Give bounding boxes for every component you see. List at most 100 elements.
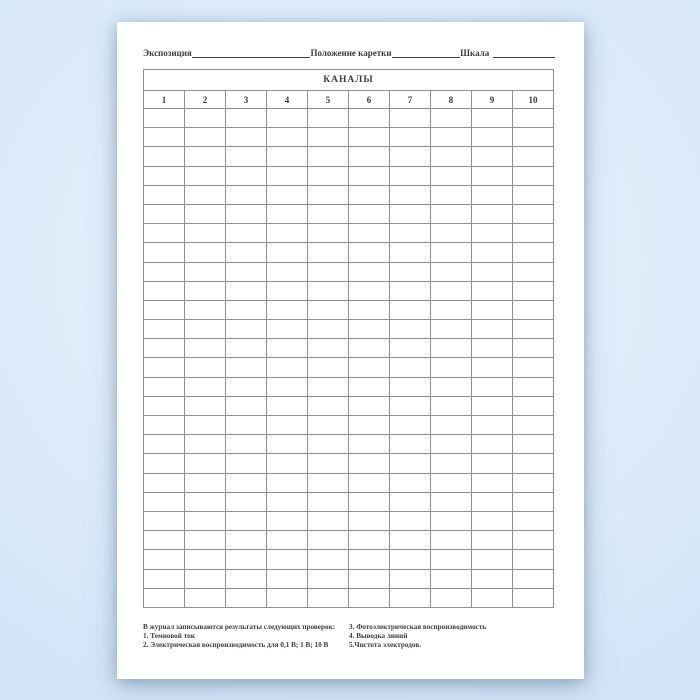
grid-cell (266, 549, 308, 570)
footer-item: 5.Чистота электродов. (349, 640, 422, 649)
grid-cell (389, 376, 431, 397)
grid-cell (225, 491, 267, 512)
grid-cell (225, 549, 267, 570)
grid-cell (471, 261, 513, 282)
grid-cell (471, 549, 513, 570)
grid-cell (307, 146, 349, 167)
grid-cell (348, 223, 390, 244)
grid-cell (184, 280, 226, 301)
grid-cell (225, 568, 267, 589)
grid-cell (266, 261, 308, 282)
grid-cell (348, 491, 390, 512)
grid-cell (348, 280, 390, 301)
grid-cell (512, 184, 554, 205)
grid-cell (389, 472, 431, 493)
grid-cell (184, 395, 226, 417)
grid-cell (225, 472, 267, 493)
grid-cell (184, 203, 226, 225)
grid-cell (512, 107, 554, 129)
column-header: 6 (348, 90, 390, 109)
grid-cell (307, 568, 349, 589)
grid-cell (348, 472, 390, 493)
grid-cell (307, 242, 349, 263)
exposure-blank-line (191, 56, 311, 58)
grid-cell (266, 376, 308, 397)
grid-cell (430, 434, 472, 455)
grid-cell (307, 434, 349, 455)
grid-cell (184, 376, 226, 397)
grid-cell (348, 146, 390, 167)
grid-cell (348, 203, 390, 225)
grid-cell (307, 491, 349, 512)
grid-cell (184, 261, 226, 282)
grid-cell (512, 338, 554, 359)
grid-cell (307, 472, 349, 493)
grid-cell (225, 530, 267, 551)
grid-cell (471, 472, 513, 493)
grid-cell (471, 338, 513, 359)
column-header: 10 (512, 90, 554, 109)
grid-cell (471, 146, 513, 167)
grid-cell (430, 472, 472, 493)
footer-item: 1. Темновой ток (143, 631, 195, 640)
grid-cell (430, 587, 472, 608)
grid-row (143, 319, 554, 340)
grid-cell (430, 223, 472, 244)
grid-cell (266, 242, 308, 263)
grid-row (143, 242, 554, 263)
grid-cell (430, 491, 472, 512)
grid-cell (512, 280, 554, 301)
grid-cell (143, 434, 185, 455)
grid-cell (389, 319, 431, 340)
grid-row (143, 414, 554, 436)
grid-cell (389, 568, 431, 589)
carriage-blank-line (391, 56, 461, 58)
grid-cell (430, 165, 472, 186)
grid-cell (430, 453, 472, 474)
column-header: 8 (430, 90, 472, 109)
grid-cell (430, 530, 472, 551)
grid-cell (225, 453, 267, 474)
carriage-position-label: Положение каретки (310, 48, 392, 58)
grid-cell (389, 165, 431, 186)
grid-cell (266, 184, 308, 205)
scale-blank-line (493, 56, 555, 58)
grid-cell (307, 299, 349, 321)
grid-row (143, 587, 554, 608)
grid-cell (512, 568, 554, 589)
exposure-label: Экспозиция (143, 48, 192, 58)
grid-cell (389, 127, 431, 148)
grid-row (143, 434, 554, 455)
grid-cell (430, 242, 472, 263)
grid-cell (225, 242, 267, 263)
grid-cell (512, 165, 554, 186)
grid-cell (143, 203, 185, 225)
grid-cell (225, 146, 267, 167)
grid-cell (348, 587, 390, 608)
grid-cell (348, 127, 390, 148)
grid-cell (225, 510, 267, 532)
grid-row (143, 203, 554, 225)
grid-cell (266, 491, 308, 512)
grid-cell (348, 395, 390, 417)
grid-cell (307, 587, 349, 608)
grid-cell (143, 319, 185, 340)
grid-cell (389, 549, 431, 570)
grid-cell (266, 107, 308, 129)
grid-cell (389, 338, 431, 359)
grid-cell (430, 414, 472, 436)
grid-cell (512, 203, 554, 225)
grid-cell (266, 338, 308, 359)
grid-cell (184, 510, 226, 532)
grid-cell (471, 280, 513, 301)
grid-cell (512, 261, 554, 282)
grid-cell (348, 261, 390, 282)
grid-cell (266, 280, 308, 301)
grid-cell (471, 184, 513, 205)
grid-cell (143, 184, 185, 205)
grid-cell (143, 280, 185, 301)
grid-cell (348, 184, 390, 205)
grid-cell (430, 280, 472, 301)
grid-row (143, 280, 554, 301)
grid-cell (184, 491, 226, 512)
